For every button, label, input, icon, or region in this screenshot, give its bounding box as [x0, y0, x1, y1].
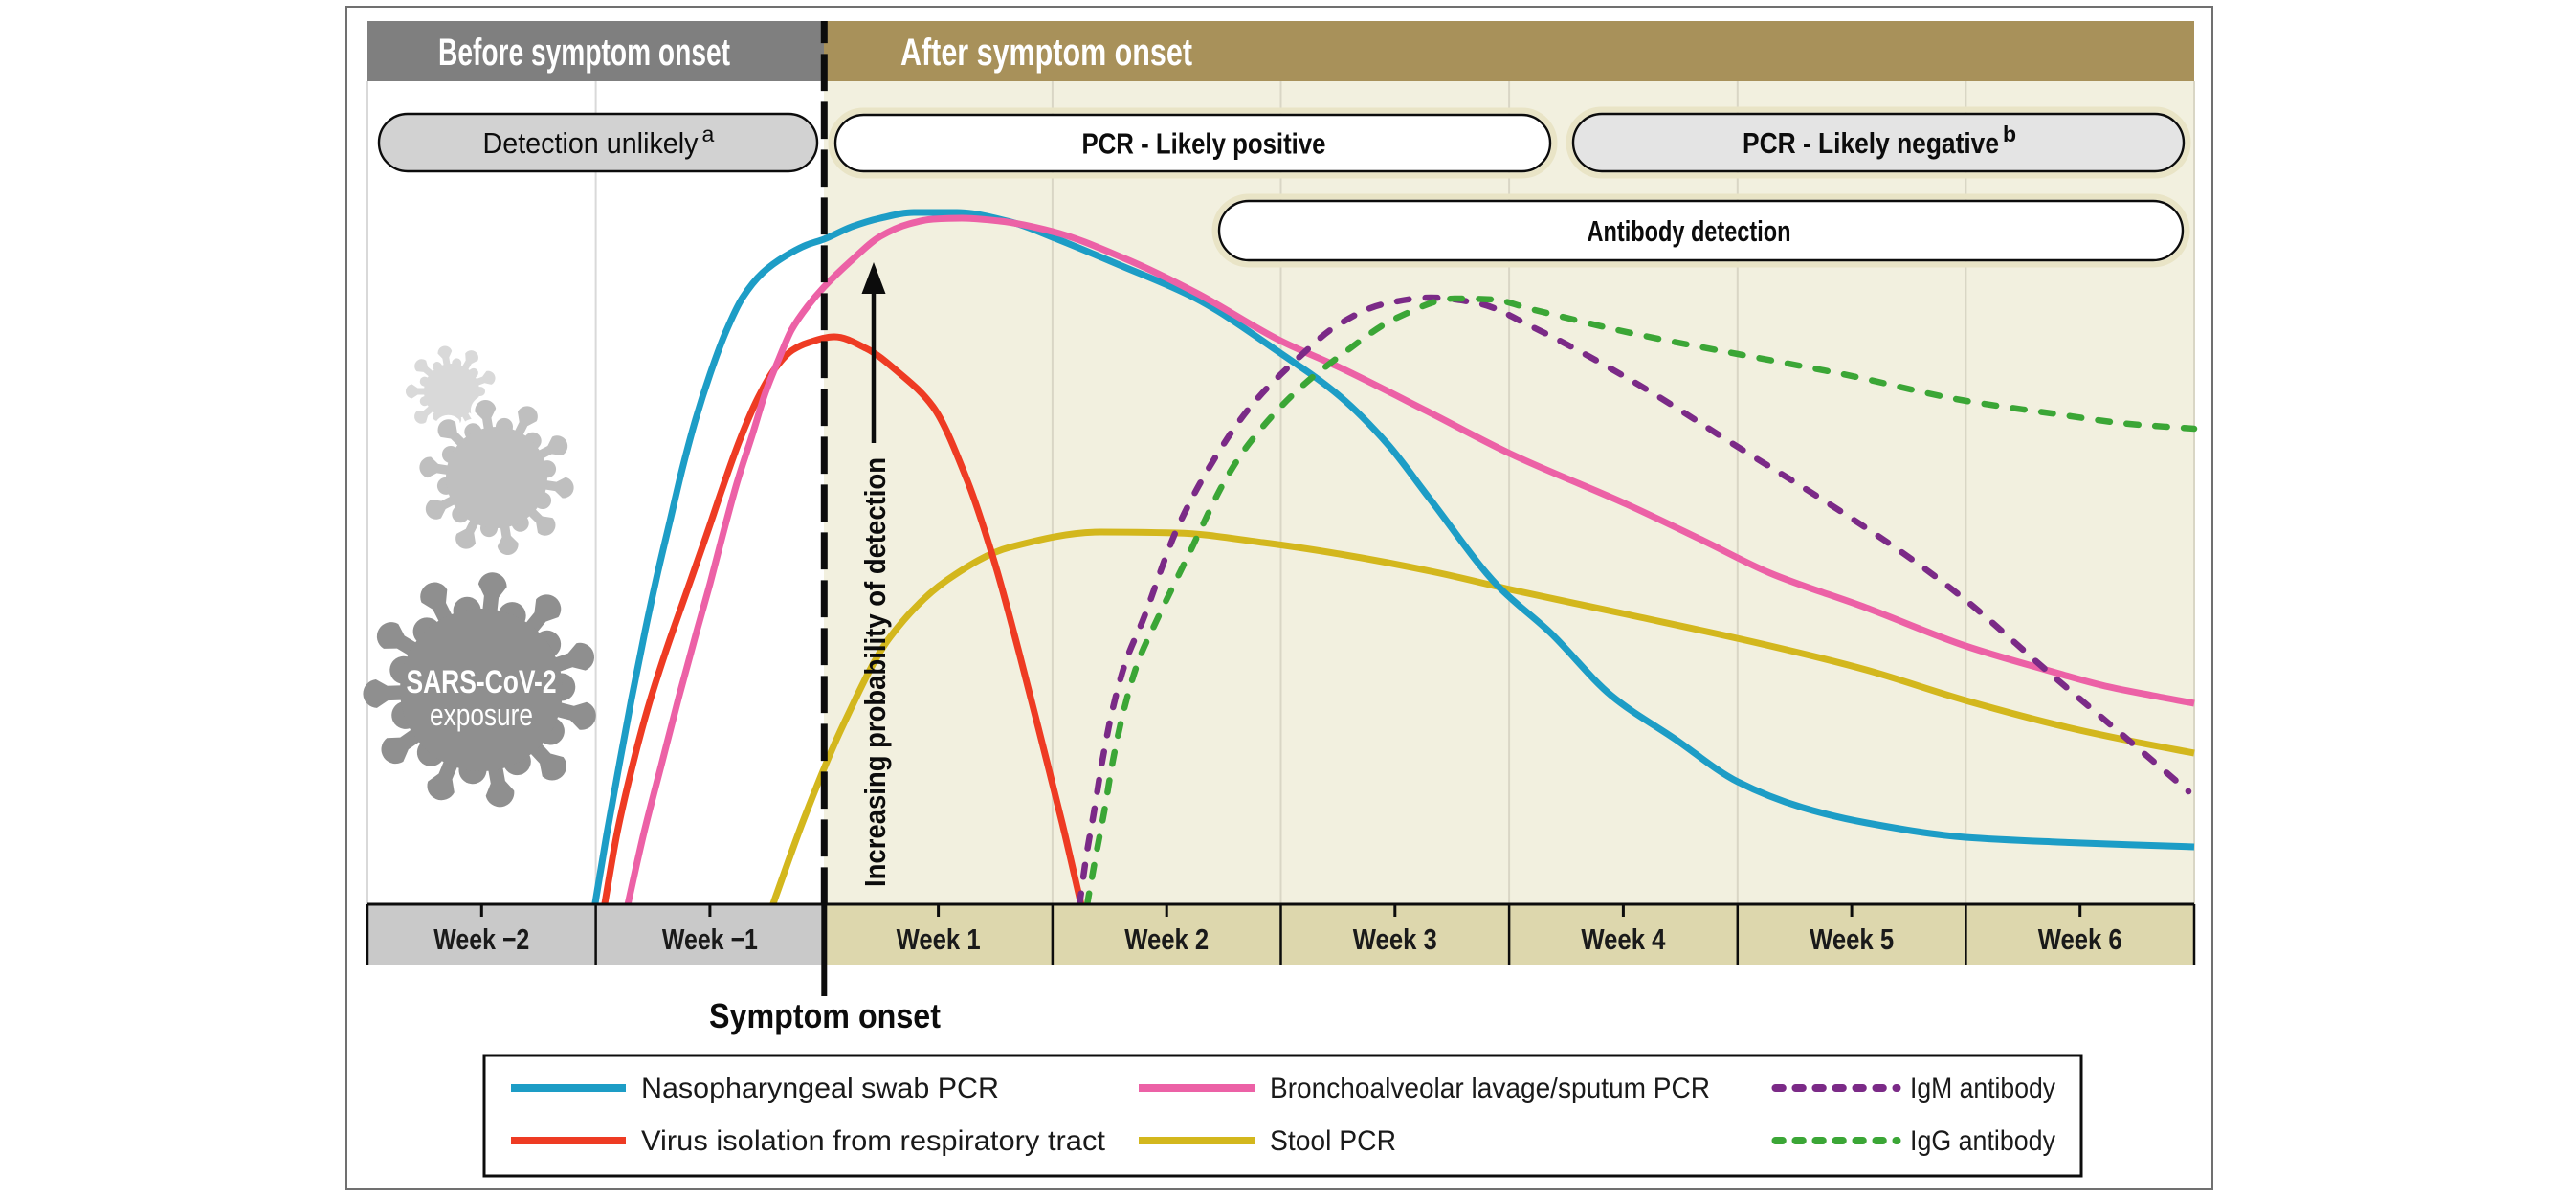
svg-text:Antibody detection: Antibody detection — [1588, 214, 1791, 248]
svg-text:Nasopharyngeal swab PCR: Nasopharyngeal swab PCR — [641, 1073, 999, 1104]
svg-text:Week 2: Week 2 — [1124, 922, 1209, 956]
svg-text:Week 6: Week 6 — [2038, 922, 2122, 956]
svg-text:Before symptom onset: Before symptom onset — [438, 32, 730, 74]
svg-text:Virus isolation from respirato: Virus isolation from respiratory tract — [641, 1125, 1106, 1157]
svg-text:Increasing probability of dete: Increasing probability of detection — [858, 457, 892, 887]
svg-text:Detection unlikely: Detection unlikely — [483, 126, 699, 160]
svg-text:Symptom onset: Symptom onset — [709, 996, 941, 1035]
svg-text:Week 4: Week 4 — [1581, 922, 1666, 956]
svg-text:Week 1: Week 1 — [897, 922, 981, 956]
svg-text:Week −2: Week −2 — [433, 922, 529, 956]
svg-text:After symptom onset: After symptom onset — [900, 32, 1192, 74]
svg-text:exposure: exposure — [430, 698, 533, 732]
svg-text:IgM antibody: IgM antibody — [1910, 1073, 2055, 1104]
svg-text:IgG antibody: IgG antibody — [1910, 1125, 2055, 1157]
svg-text:b: b — [2003, 122, 2016, 146]
svg-text:a: a — [702, 122, 715, 146]
svg-text:Week 5: Week 5 — [1810, 922, 1894, 956]
svg-text:PCR - Likely negative: PCR - Likely negative — [1743, 126, 1999, 160]
svg-text:SARS-CoV-2: SARS-CoV-2 — [407, 664, 557, 700]
svg-text:Week −1: Week −1 — [662, 922, 758, 956]
svg-text:PCR - Likely positive: PCR - Likely positive — [1082, 127, 1326, 161]
svg-text:Bronchoalveolar lavage/sputum: Bronchoalveolar lavage/sputum PCR — [1270, 1073, 1710, 1104]
svg-text:Week 3: Week 3 — [1353, 922, 1437, 956]
svg-text:Stool PCR: Stool PCR — [1270, 1125, 1396, 1157]
